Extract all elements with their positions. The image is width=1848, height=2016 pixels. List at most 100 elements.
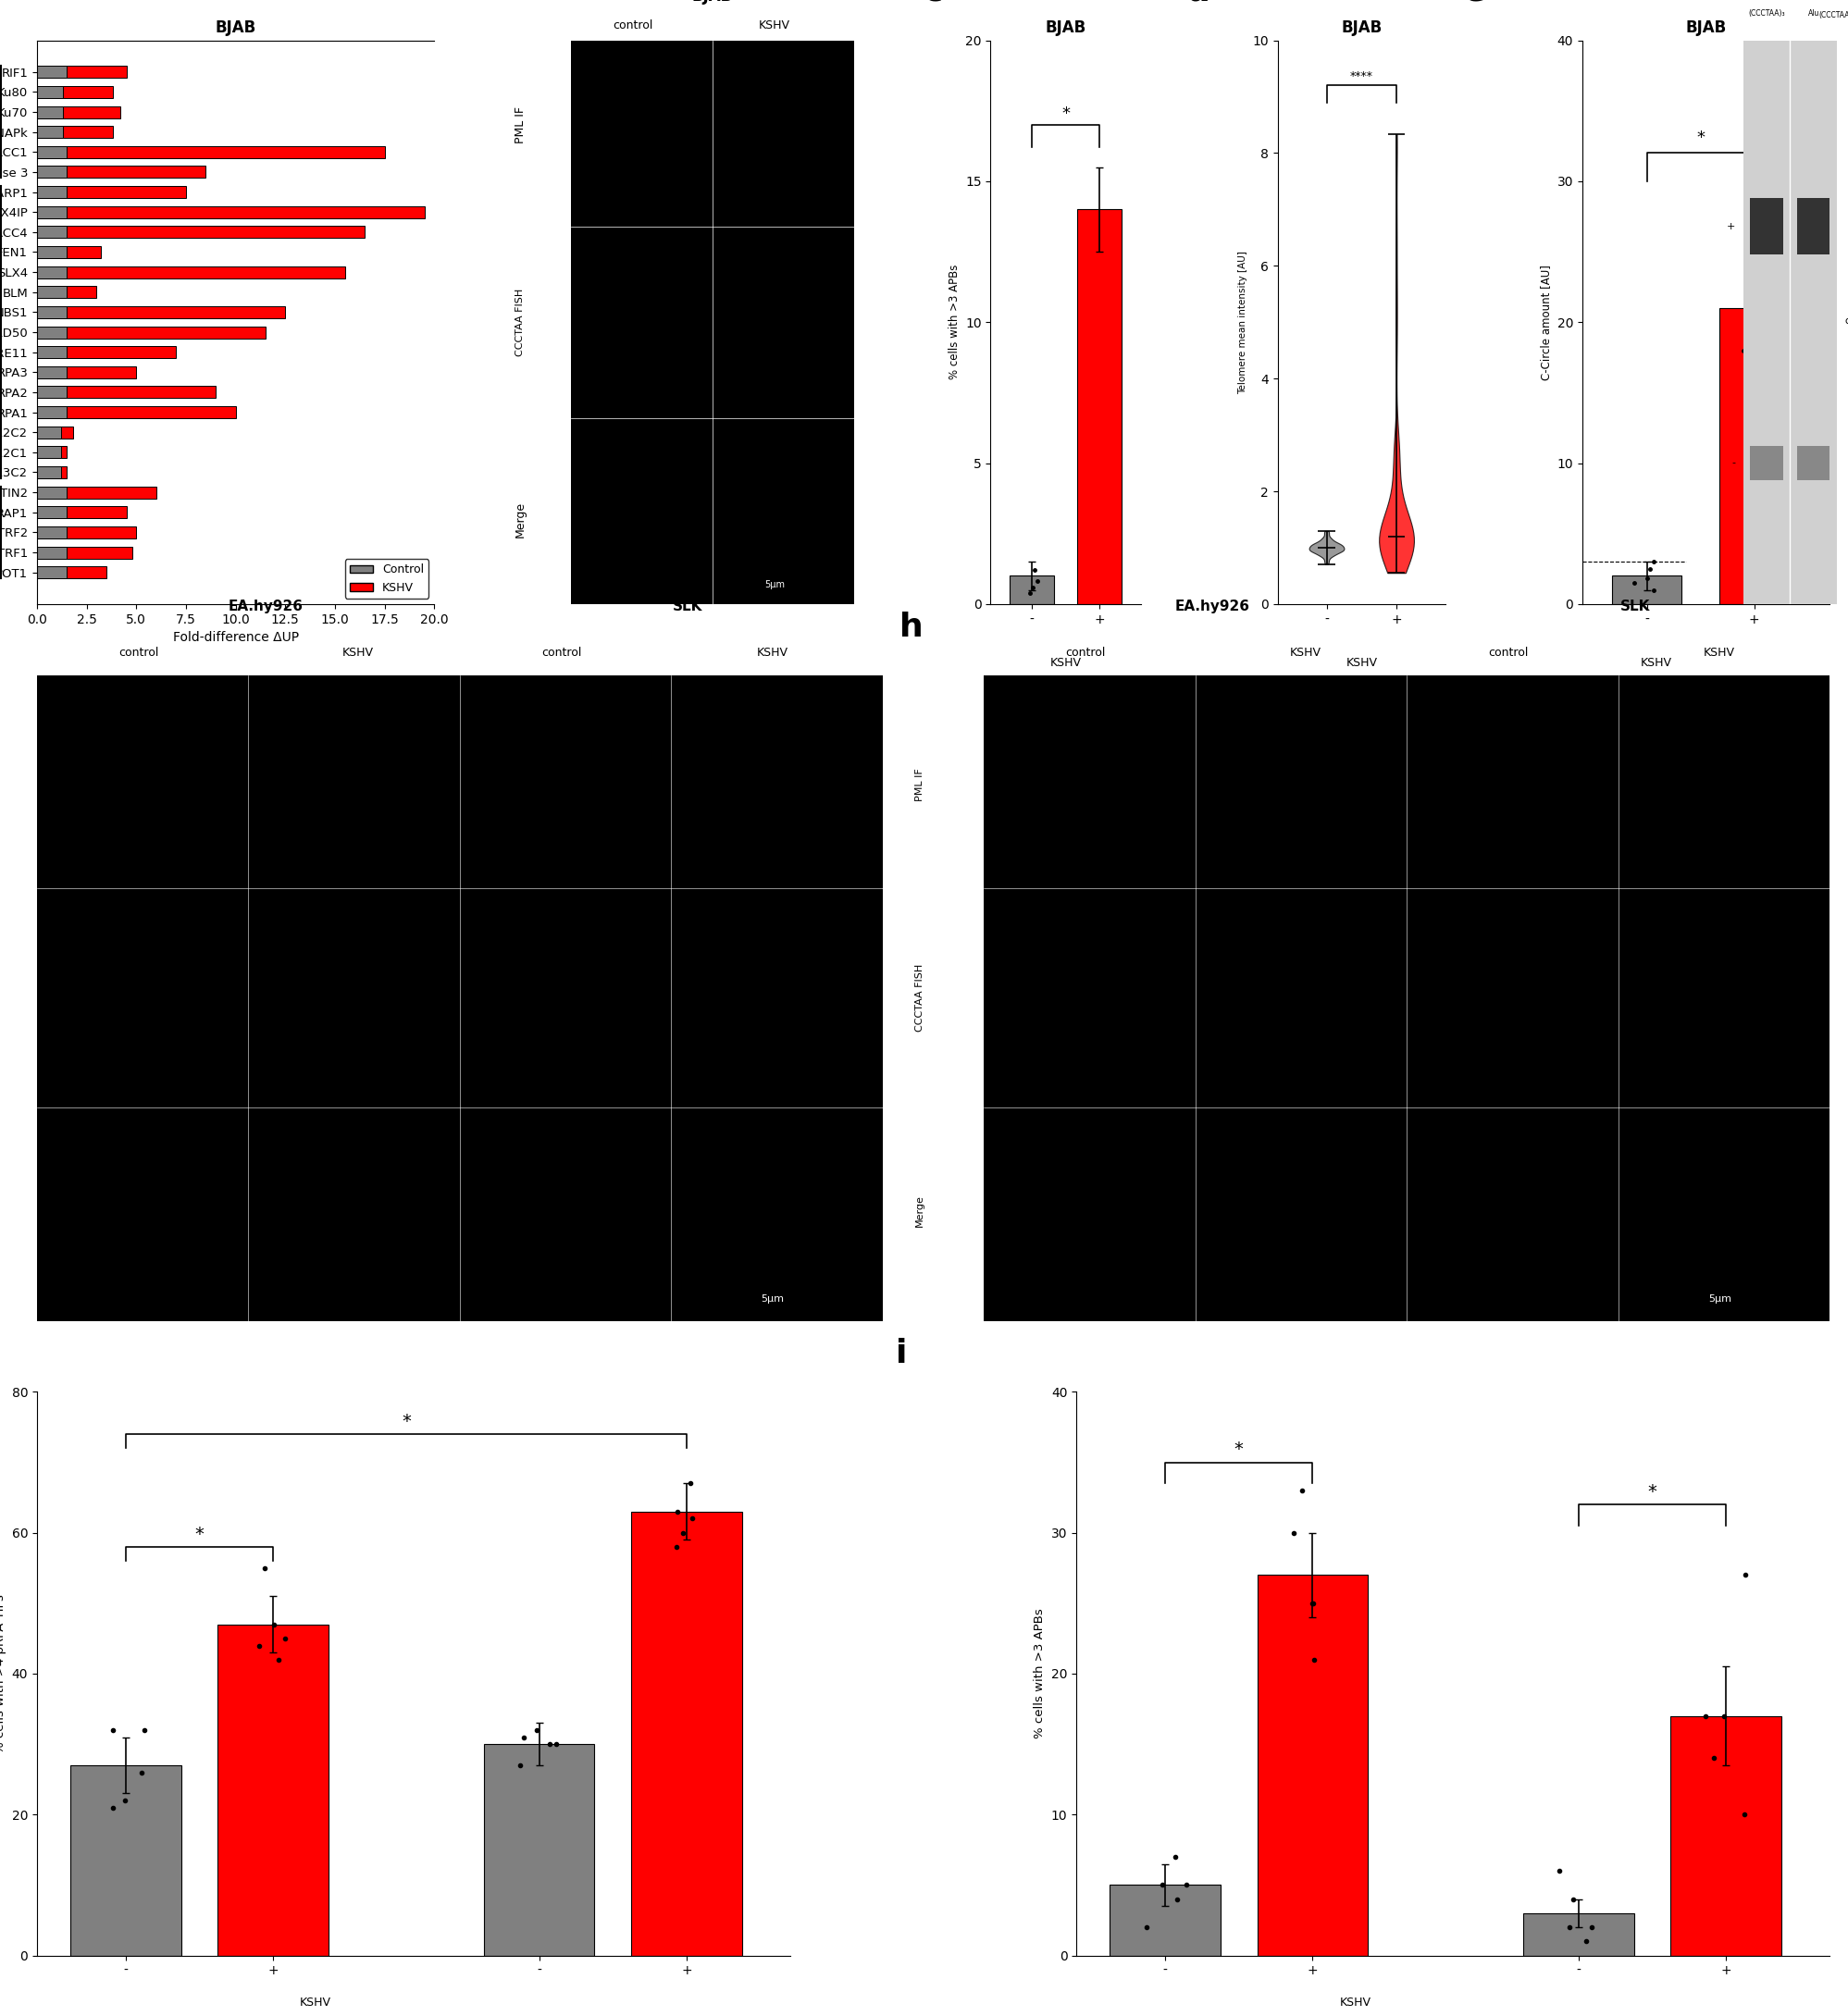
Bar: [67, 546, 133, 558]
Bar: [63, 125, 113, 137]
Bar: [67, 246, 100, 258]
Text: d: d: [1185, 0, 1209, 6]
Bar: [37, 446, 61, 458]
Bar: [37, 246, 67, 258]
Text: CCCTAA FISH: CCCTAA FISH: [915, 964, 924, 1032]
Y-axis label: % cells with >3 APBs: % cells with >3 APBs: [1033, 1609, 1046, 1738]
Bar: [1611, 577, 1682, 605]
Bar: [67, 526, 137, 538]
Text: control: control: [541, 647, 582, 659]
Bar: [484, 1744, 595, 1956]
Bar: [61, 425, 72, 437]
Bar: [67, 206, 425, 218]
Y-axis label: C-Circle amount [AU]: C-Circle amount [AU]: [1539, 264, 1552, 379]
Bar: [1671, 1716, 1781, 1956]
Bar: [37, 107, 63, 119]
Bar: [67, 185, 187, 198]
Bar: [37, 145, 67, 157]
Text: 5μm: 5μm: [1708, 1294, 1732, 1304]
Bar: [1009, 577, 1053, 605]
Text: KSHV: KSHV: [1704, 647, 1735, 659]
Bar: [67, 327, 266, 339]
Bar: [37, 125, 63, 137]
Bar: [37, 486, 67, 498]
Text: 5μm: 5μm: [765, 581, 785, 589]
Bar: [37, 286, 67, 298]
Text: KSHV: KSHV: [1345, 657, 1377, 669]
Bar: [67, 387, 216, 399]
Text: control: control: [1488, 647, 1528, 659]
Text: *: *: [194, 1526, 203, 1544]
Bar: [63, 87, 113, 99]
Text: Merge: Merge: [514, 502, 527, 538]
Text: PML IF: PML IF: [915, 768, 924, 800]
Bar: [37, 67, 67, 79]
Bar: [67, 506, 126, 518]
Bar: [37, 87, 63, 99]
Bar: [67, 145, 384, 157]
Text: KSHV: KSHV: [1290, 647, 1321, 659]
Text: KSHV: KSHV: [342, 647, 373, 659]
Bar: [37, 206, 67, 218]
Text: control: control: [118, 647, 159, 659]
Bar: [37, 327, 67, 339]
Bar: [67, 486, 155, 498]
Bar: [1719, 308, 1789, 605]
Text: SLK: SLK: [1621, 599, 1650, 613]
Bar: [37, 546, 67, 558]
Text: h: h: [900, 611, 924, 643]
Text: c: c: [924, 0, 942, 6]
Text: KSHV: KSHV: [1050, 657, 1081, 669]
Text: KSHV: KSHV: [760, 20, 791, 32]
Text: ****: ****: [1349, 71, 1373, 83]
Text: *: *: [1234, 1441, 1244, 1458]
Bar: [37, 367, 67, 379]
Bar: [218, 1625, 329, 1956]
X-axis label: Fold-difference ΔUP: Fold-difference ΔUP: [172, 631, 299, 643]
Title: BJAB: BJAB: [1046, 20, 1087, 36]
Text: BJAB: BJAB: [691, 0, 734, 4]
Text: control: control: [1064, 647, 1105, 659]
Bar: [632, 1512, 743, 1956]
Bar: [37, 407, 67, 417]
Legend: Control, KSHV: Control, KSHV: [346, 558, 429, 599]
Title: BJAB: BJAB: [1342, 20, 1382, 36]
Title: BJAB: BJAB: [1685, 20, 1726, 36]
Bar: [61, 446, 67, 458]
Text: control: control: [614, 20, 654, 32]
Bar: [67, 67, 126, 79]
Text: *: *: [1696, 129, 1704, 145]
Text: EA.hy926: EA.hy926: [227, 599, 303, 613]
Bar: [67, 347, 176, 359]
Bar: [37, 506, 67, 518]
Bar: [67, 226, 364, 238]
Bar: [37, 347, 67, 359]
Text: e: e: [1464, 0, 1486, 6]
Bar: [37, 165, 67, 177]
Text: EA.hy926: EA.hy926: [1175, 599, 1249, 613]
Bar: [67, 306, 285, 319]
Bar: [70, 1766, 181, 1956]
Text: 5μm: 5μm: [761, 1294, 784, 1304]
Text: i: i: [896, 1339, 907, 1369]
Bar: [67, 286, 96, 298]
Bar: [37, 387, 67, 399]
Bar: [1523, 1913, 1634, 1956]
Bar: [1077, 210, 1122, 605]
Bar: [67, 266, 346, 278]
Bar: [63, 107, 120, 119]
Bar: [67, 566, 107, 579]
Bar: [67, 367, 137, 379]
Text: *: *: [1648, 1482, 1658, 1500]
Bar: [37, 466, 61, 478]
Text: KSHV: KSHV: [1641, 657, 1672, 669]
Title: BJAB: BJAB: [214, 20, 257, 36]
Bar: [1257, 1574, 1368, 1956]
Bar: [37, 566, 67, 579]
Text: KSHV: KSHV: [1340, 1998, 1371, 2010]
Y-axis label: Telomere mean intensity [AU]: Telomere mean intensity [AU]: [1238, 250, 1247, 393]
Bar: [1109, 1885, 1220, 1956]
Bar: [37, 526, 67, 538]
Y-axis label: % cells with >4 pRPA TIFs: % cells with >4 pRPA TIFs: [0, 1595, 7, 1754]
Bar: [37, 185, 67, 198]
